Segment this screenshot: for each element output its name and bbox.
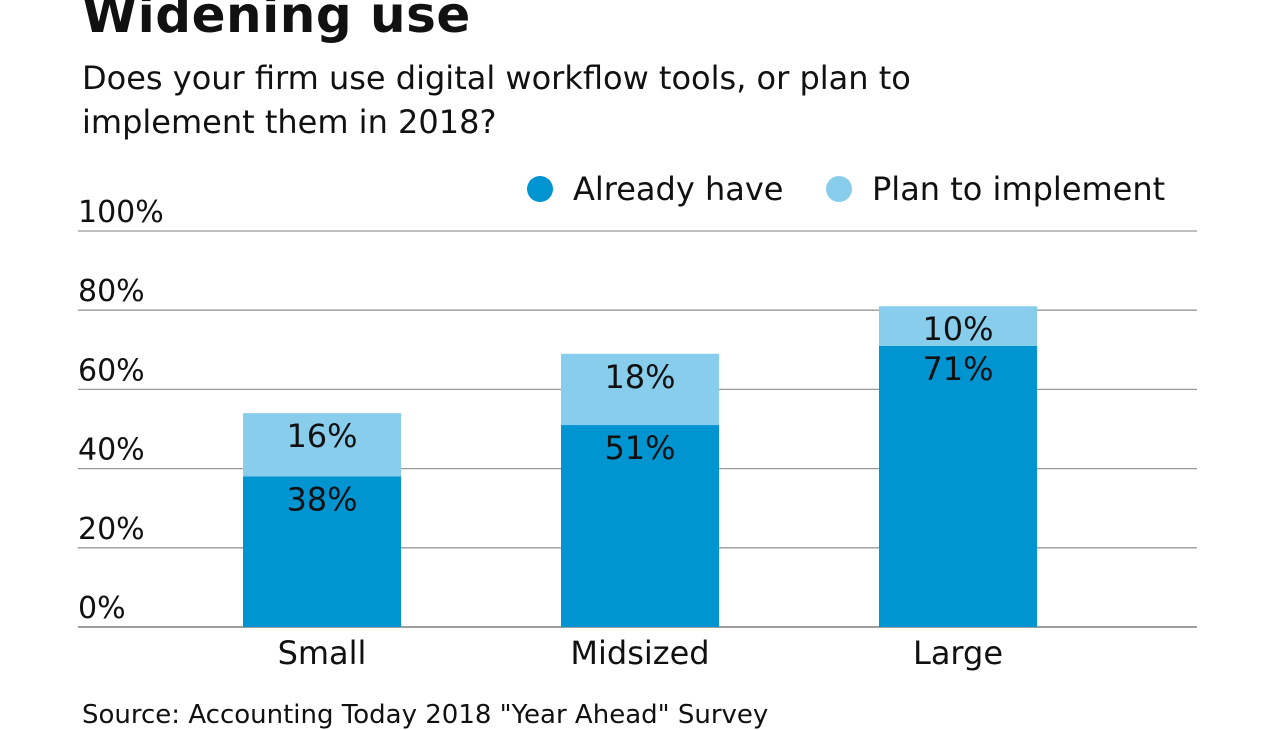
y-tick-label: 60% xyxy=(78,353,145,388)
y-tick-label: 20% xyxy=(78,512,145,547)
bar-segment xyxy=(243,413,401,477)
bar-segment xyxy=(561,353,719,426)
data-label: 16% xyxy=(286,417,357,455)
data-label: 71% xyxy=(922,350,993,388)
bar-segment xyxy=(879,345,1037,627)
legend-label: Already have xyxy=(573,170,784,208)
chart-title: Widening use xyxy=(82,0,471,44)
bar-segment xyxy=(243,476,401,627)
legend-dot-icon xyxy=(826,176,852,202)
x-tick-label: Midsized xyxy=(570,634,709,672)
bar-segment xyxy=(879,306,1037,346)
legend-dot-icon xyxy=(527,176,553,202)
legend-item-already-have: Already have xyxy=(527,170,783,208)
legend-label: Plan to implement xyxy=(872,170,1166,208)
y-tick-label: 80% xyxy=(78,274,145,309)
y-tick-label: 100% xyxy=(78,195,164,230)
y-tick-label: 0% xyxy=(78,591,126,626)
data-label: 51% xyxy=(604,429,675,467)
x-tick-label: Small xyxy=(278,634,367,672)
y-tick-label: 40% xyxy=(78,433,145,468)
x-tick-label: Large xyxy=(913,634,1003,672)
bar-segment xyxy=(561,425,719,627)
data-label: 10% xyxy=(922,310,993,348)
data-label: 38% xyxy=(286,481,357,519)
source-note: Source: Accounting Today 2018 "Year Ahea… xyxy=(82,700,769,730)
data-label: 18% xyxy=(604,358,675,396)
chart-subtitle: Does your firm use digital workflow tool… xyxy=(82,59,911,141)
legend-item-plan-to-implement: Plan to implement xyxy=(826,170,1165,208)
